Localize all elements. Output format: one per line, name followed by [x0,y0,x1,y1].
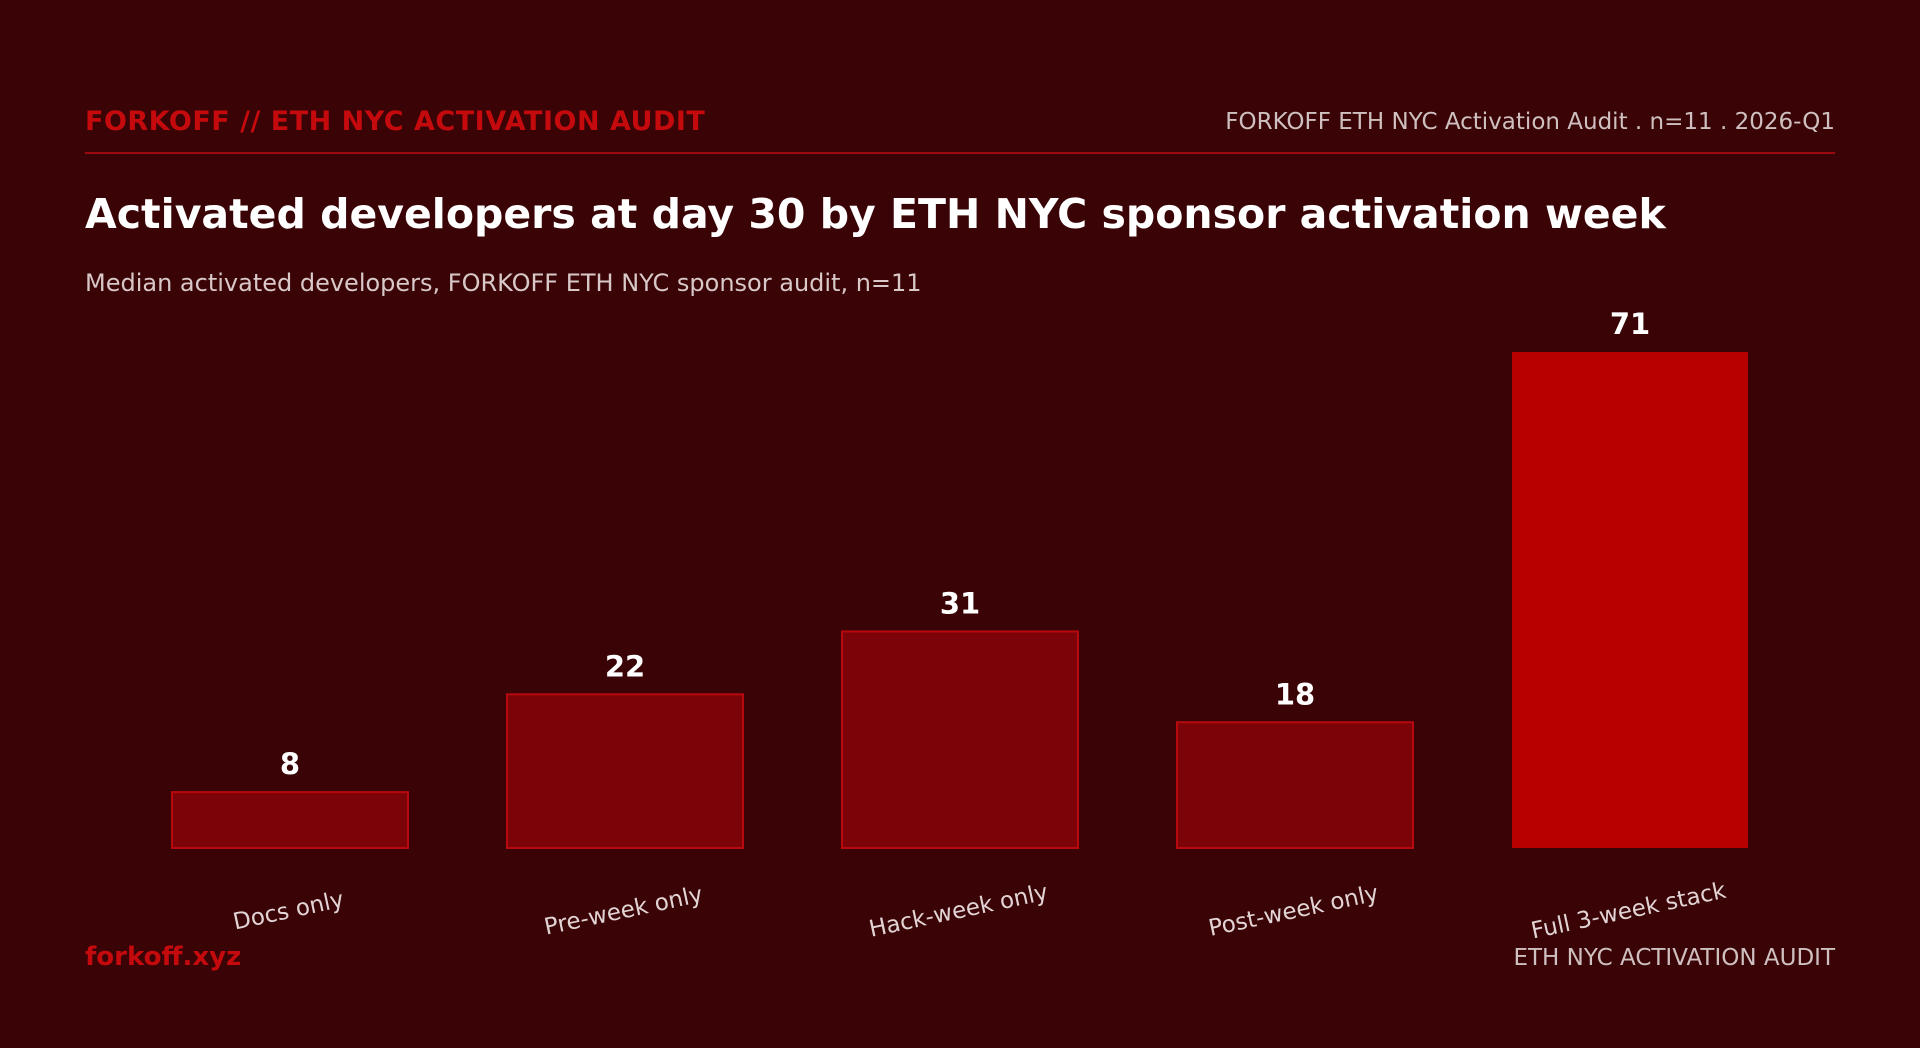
category-label: Pre-week only [542,882,705,941]
category-label: Post-week only [1206,880,1380,941]
chart-title: Activated developers at day 30 by ETH NY… [85,190,1666,238]
footer-label: ETH NYC ACTIVATION AUDIT [1513,945,1835,971]
category-label: Full 3-week stack [1529,878,1729,945]
bar-docs-only [171,791,409,849]
value-label: 71 [1610,307,1650,341]
value-label: 8 [280,747,300,781]
header-meta: FORKOFF ETH NYC Activation Audit . n=11 … [1225,109,1835,135]
bar-pre-week-only [506,693,744,850]
header-divider [85,152,1835,154]
bar-hack-week-only [841,630,1079,850]
bar-full-3-week-stack [1512,352,1748,848]
bar-post-week-only [1176,721,1414,850]
header-brand: FORKOFF // ETH NYC ACTIVATION AUDIT [85,106,706,137]
footer-site[interactable]: forkoff.xyz [85,942,242,972]
category-label: Hack-week only [867,880,1050,943]
category-label: Docs only [231,887,346,936]
value-label: 22 [605,649,645,683]
chart-subtitle: Median activated developers, FORKOFF ETH… [85,269,922,297]
value-label: 18 [1275,677,1315,711]
value-label: 31 [940,586,980,620]
